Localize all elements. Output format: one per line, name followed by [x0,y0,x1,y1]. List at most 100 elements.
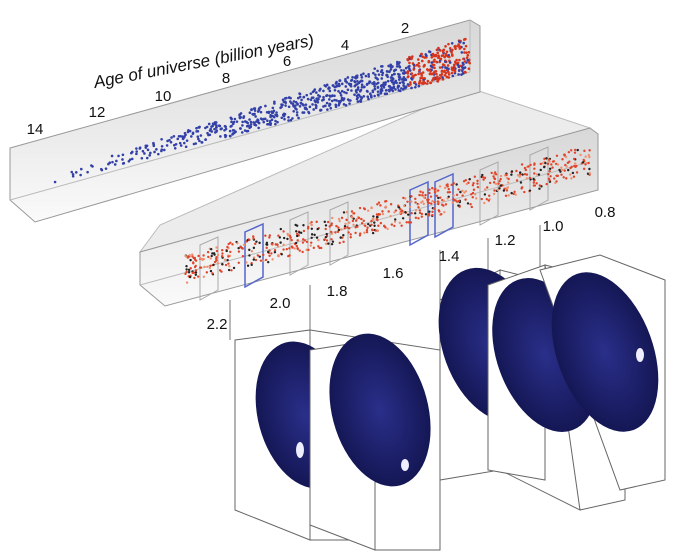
dot [443,70,446,73]
dot [328,94,331,97]
dot [545,157,547,159]
dot [387,210,389,212]
dot [271,118,274,121]
dot [511,170,513,172]
dot [464,60,467,63]
dot [443,64,446,67]
dot [457,45,460,48]
dot [447,71,450,74]
dot [437,200,439,202]
dot [155,148,158,151]
dot [347,76,350,79]
dot [455,183,457,185]
dot [310,98,313,101]
dot [249,111,252,114]
dot [296,233,298,235]
dot [308,112,311,115]
dot [276,115,279,118]
dot [305,103,308,106]
dot [411,72,414,75]
dot [410,87,413,90]
dot [233,129,236,132]
dot [572,172,574,174]
dot [369,81,372,84]
dot [434,54,437,57]
dot [269,124,272,127]
dot [369,92,372,95]
dot [328,86,331,89]
dot [224,125,227,128]
dot [279,241,281,243]
dot [449,191,451,193]
dot [54,181,57,184]
dot [398,78,401,81]
dot [302,241,304,243]
dot [549,168,551,170]
dot [413,64,416,67]
dot [322,90,325,93]
dot [395,82,398,85]
dot [458,59,461,62]
dot [199,266,201,268]
dot [326,233,328,235]
dot [319,95,322,98]
dot [373,85,376,88]
dot [294,107,297,110]
dot [215,121,218,124]
dot [175,143,178,146]
dot [452,194,454,196]
dot [248,254,250,256]
dot [210,248,212,250]
dot [535,182,537,184]
dot [588,168,590,170]
dot [354,81,357,84]
dot [465,45,468,48]
dot [500,175,502,177]
dot [361,76,364,79]
dot [245,121,248,124]
dot [385,206,387,208]
dot [348,227,350,229]
dot [454,47,457,50]
dot [520,181,522,183]
dot [325,243,327,245]
dot [377,90,380,93]
dot [579,154,581,156]
dot [242,255,244,257]
dot [210,270,212,272]
dot [422,191,424,193]
dot [463,51,466,54]
dot [443,211,445,213]
dot [254,243,256,245]
dot [388,70,391,73]
dot [565,165,567,167]
dot [186,139,189,142]
dot [460,73,463,76]
dot [550,163,552,165]
dot [529,164,531,166]
dot [257,121,260,124]
dot [342,99,345,102]
dot [296,247,298,249]
dot [430,65,433,68]
dot [350,233,352,235]
upper-label: 4 [341,37,349,54]
dot [388,88,391,91]
dot [490,172,492,174]
dot [255,259,257,261]
dot [447,64,450,67]
dot [195,271,197,273]
dot [227,255,229,257]
dot [576,171,578,173]
dot [415,217,417,219]
dot [193,277,195,279]
dot [300,99,303,102]
dot [452,75,455,78]
dot [202,254,204,256]
dot [131,158,134,161]
dot [274,251,276,253]
dot [264,105,267,108]
dot [438,209,440,211]
upper-label: 12 [89,104,106,121]
dot [431,211,433,213]
